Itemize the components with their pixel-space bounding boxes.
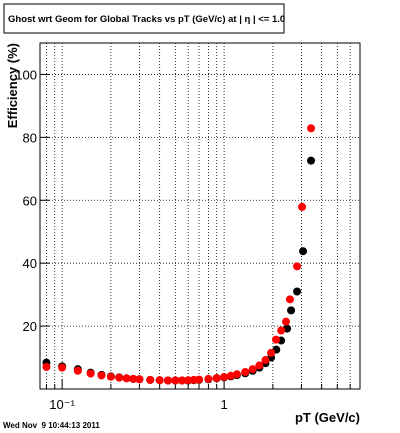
data-point (195, 375, 204, 384)
data-point (255, 361, 264, 370)
data-point (73, 366, 82, 375)
data-point (129, 374, 138, 383)
data-point (307, 156, 316, 165)
data-point (212, 373, 221, 382)
data-point (42, 362, 51, 371)
chart-title: Ghost wrt Geom for Global Tracks vs pT (… (8, 14, 285, 25)
data-point (97, 371, 106, 380)
data-point (86, 369, 95, 378)
y-tick-label: 60 (23, 193, 37, 208)
data-point (241, 368, 250, 377)
data-point (285, 295, 294, 304)
data-point (277, 326, 286, 335)
data-point (293, 287, 302, 296)
data-point (293, 262, 302, 271)
y-tick-label: 20 (23, 319, 37, 334)
data-point (287, 306, 296, 315)
data-point (204, 374, 213, 383)
data-point (122, 374, 131, 383)
y-axis-title: Efficiency (%) (5, 43, 20, 128)
x-axis-title: pT (GeV/c) (295, 410, 360, 425)
data-point (106, 372, 115, 381)
data-point (282, 317, 291, 326)
data-point (299, 247, 308, 256)
plot-area: 10⁻¹ 1 20 40 60 80 100 (15, 42, 361, 412)
data-point (171, 376, 180, 385)
data-point (298, 202, 307, 211)
x-tick-label: 1 (221, 397, 228, 412)
data-point (178, 376, 187, 385)
y-tick-label: 80 (23, 130, 37, 145)
data-point (184, 376, 193, 385)
data-point (267, 348, 276, 357)
x-tick-label: 10⁻¹ (49, 397, 75, 412)
y-tick-label: 100 (15, 67, 37, 82)
data-point (146, 375, 155, 384)
data-point (163, 376, 172, 385)
data-point (220, 373, 229, 382)
data-point (226, 371, 235, 380)
frame (39, 42, 361, 390)
data-point (261, 356, 270, 365)
data-point (115, 373, 124, 382)
y-tick-label: 40 (23, 256, 37, 271)
title-box (3, 3, 285, 34)
timestamp: Wed Nov 9 10:44:13 2011 (3, 421, 100, 430)
data-point (248, 365, 257, 374)
data-point (232, 370, 241, 379)
data-point (155, 376, 164, 385)
data-point (307, 124, 316, 133)
data-point (58, 363, 67, 372)
data-point (135, 375, 144, 384)
data-point (271, 335, 280, 344)
